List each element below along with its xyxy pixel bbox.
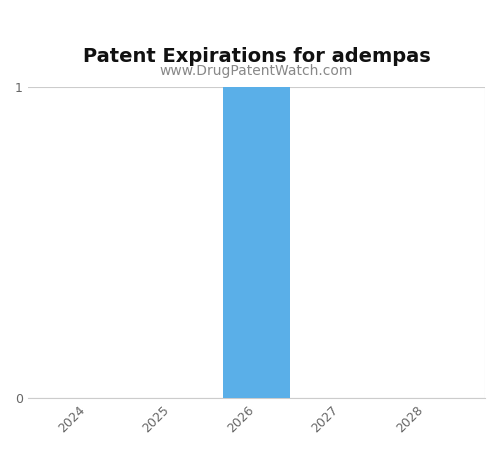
Title: Patent Expirations for adempas: Patent Expirations for adempas [82,46,430,66]
Text: www.DrugPatentWatch.com: www.DrugPatentWatch.com [160,64,353,78]
Bar [222,86,290,399]
